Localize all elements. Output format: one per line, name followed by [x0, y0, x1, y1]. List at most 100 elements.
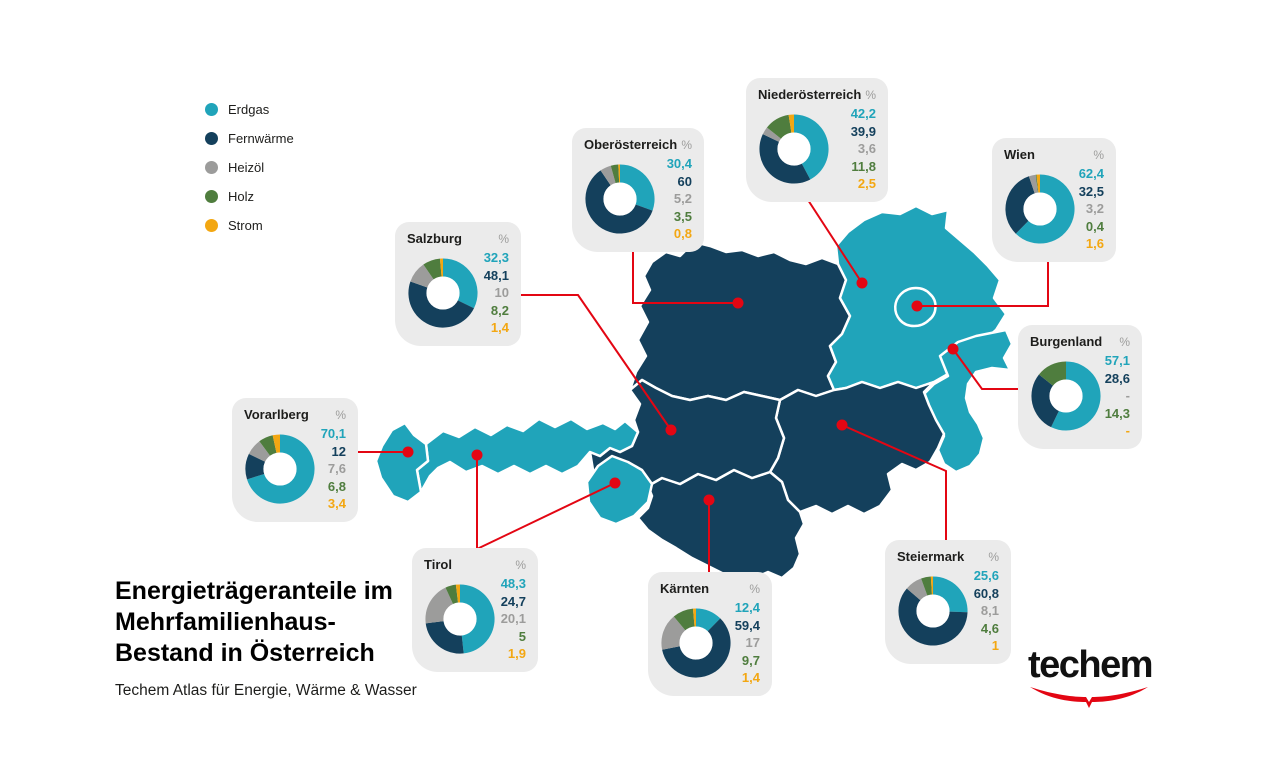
value-fernwaerme: 12 — [331, 443, 346, 459]
percent-symbol: % — [681, 138, 692, 152]
donut-segment — [423, 258, 442, 280]
value-strom: 1,6 — [1085, 236, 1104, 252]
value-heizoel: 8,1 — [980, 603, 999, 619]
value-fernwaerme: 48,1 — [483, 267, 509, 283]
value-heizoel: 20,1 — [500, 611, 526, 627]
state-name: Wien — [1004, 147, 1035, 162]
donut-chart-kaernten — [661, 608, 731, 678]
leader-salzburg — [519, 294, 672, 431]
legend: Erdgas Fernwärme Heizöl Holz Strom — [205, 95, 294, 240]
value-holz: 8,2 — [490, 302, 509, 318]
donut-segment — [618, 164, 620, 183]
leader-wien — [917, 256, 1049, 307]
donut-segment — [1031, 374, 1059, 428]
leader-oberoesterreich — [632, 246, 738, 304]
legend-label: Holz — [228, 189, 255, 204]
state-name: Steiermark — [897, 549, 965, 564]
subtitle: Techem Atlas für Energie, Wärme & Wasser — [115, 682, 417, 699]
donut-segment — [410, 264, 434, 288]
value-fernwaerme: 60,8 — [973, 585, 999, 601]
value-erdgas: 57,1 — [1104, 353, 1130, 368]
value-heizoel: 5,2 — [673, 191, 692, 207]
heizoel-dot-icon — [205, 161, 218, 174]
map-dot-tirol — [471, 449, 483, 461]
legend-item-strom: Strom — [205, 211, 294, 240]
donut-segment — [600, 165, 616, 186]
map-dot-osttirol — [609, 477, 621, 489]
value-heizoel: - — [1125, 388, 1130, 404]
percent-symbol: % — [1119, 335, 1130, 349]
donut-segment — [898, 588, 968, 646]
value-strom: 1,4 — [490, 320, 509, 336]
state-card-tirol: Tirol% 48,3 24,7 20,1 5 1,9 — [412, 548, 538, 672]
donut-segment — [788, 114, 794, 133]
title-line-2: Mehrfamilienhaus- — [115, 608, 336, 636]
state-card-wien: Wien% 62,4 32,5 3,2 0,4 1,6 — [992, 138, 1116, 262]
donut-segment — [1028, 174, 1038, 194]
donut-segment — [460, 584, 495, 654]
donut-segment — [661, 616, 686, 650]
value-strom: 1 — [991, 638, 999, 654]
map-dot-vorarlberg — [402, 446, 414, 458]
donut-segment — [620, 164, 655, 211]
donut-segment — [408, 281, 474, 328]
donut-segment — [762, 127, 782, 142]
donut-segment — [921, 576, 932, 596]
value-strom: 2,5 — [857, 176, 876, 192]
value-strom: 0,8 — [673, 226, 692, 242]
state-name: Kärnten — [660, 581, 710, 596]
state-card-burgenland: Burgenland% 57,1 28,6 - 14,3 - — [1018, 325, 1142, 449]
value-erdgas: 12,4 — [734, 600, 760, 615]
value-holz: 11,8 — [851, 158, 876, 174]
map-region-tirol — [415, 417, 640, 494]
donut-segment — [259, 435, 277, 456]
value-heizoel: 10 — [494, 285, 509, 301]
legend-item-fernwaerme: Fernwärme — [205, 124, 294, 153]
value-heizoel: 7,6 — [327, 461, 346, 477]
value-holz: 0,4 — [1085, 218, 1104, 234]
value-list: 25,6 60,8 8,1 4,6 1 — [969, 567, 999, 655]
value-erdgas: 25,6 — [973, 568, 999, 583]
donut-chart-salzburg — [408, 258, 478, 328]
value-fernwaerme: 28,6 — [1104, 370, 1130, 386]
state-name: Burgenland — [1030, 334, 1103, 349]
donut-segment — [906, 578, 928, 601]
donut-chart-steiermark — [898, 576, 968, 646]
donut-segment — [1036, 174, 1040, 193]
value-strom: 1,4 — [741, 670, 760, 686]
donut-segment — [1035, 174, 1039, 193]
value-heizoel: 3,2 — [1085, 201, 1104, 217]
percent-symbol: % — [335, 408, 346, 422]
leader-osttirol — [476, 482, 616, 550]
donut-chart-oberoesterreich — [585, 164, 655, 234]
donut-segment — [673, 608, 695, 631]
donut-segment — [662, 618, 731, 678]
value-erdgas: 62,4 — [1078, 166, 1104, 181]
donut-chart-niederoesterreich — [759, 114, 829, 184]
leader-burgenland — [952, 348, 1020, 390]
percent-symbol: % — [749, 582, 760, 596]
donut-segment — [247, 434, 315, 504]
map-dot-wien — [911, 300, 923, 312]
value-list: 42,2 39,9 3,6 11,8 2,5 — [830, 105, 876, 193]
value-list: 70,1 12 7,6 6,8 3,4 — [316, 425, 346, 513]
value-strom: - — [1125, 423, 1130, 439]
value-holz: 6,8 — [327, 478, 346, 494]
donut-segment — [425, 587, 454, 624]
value-heizoel: 17 — [745, 635, 760, 651]
value-holz: 9,7 — [741, 652, 760, 668]
erdgas-dot-icon — [205, 103, 218, 116]
value-list: 12,4 59,4 17 9,7 1,4 — [732, 599, 760, 687]
value-fernwaerme: 59,4 — [734, 617, 760, 633]
fernwaerme-dot-icon — [205, 132, 218, 145]
state-name: Niederösterreich — [758, 87, 862, 102]
state-card-kaernten: Kärnten% 12,4 59,4 17 9,7 1,4 — [648, 572, 772, 696]
legend-label: Fernwärme — [228, 131, 294, 146]
donut-segment — [696, 608, 721, 632]
state-card-steiermark: Steiermark% 25,6 60,8 8,1 4,6 1 — [885, 540, 1011, 664]
donut-segment — [759, 134, 811, 184]
map-region-steiermark — [768, 380, 946, 516]
value-list: 62,4 32,5 3,2 0,4 1,6 — [1076, 165, 1104, 253]
value-heizoel: 3,6 — [857, 141, 876, 157]
